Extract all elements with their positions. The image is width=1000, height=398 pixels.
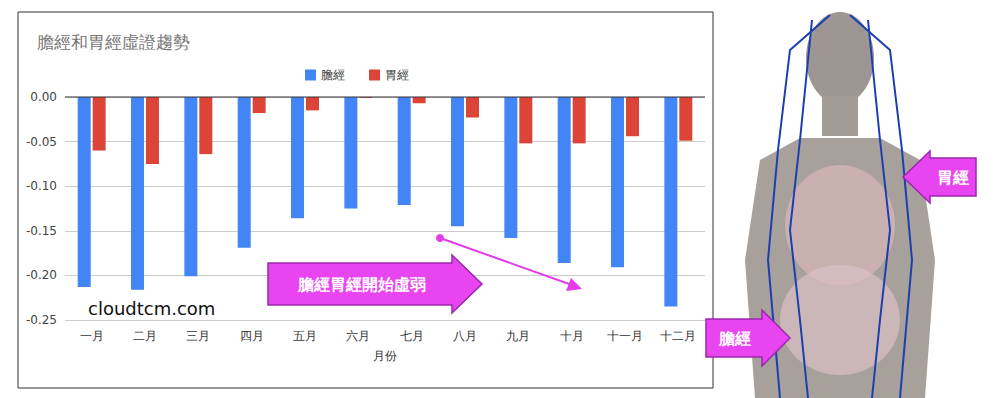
svg-text:四月: 四月 (240, 329, 264, 343)
svg-text:0.00: 0.00 (30, 90, 57, 104)
svg-text:七月: 七月 (400, 329, 424, 343)
svg-text:月份: 月份 (373, 349, 397, 363)
svg-text:六月: 六月 (346, 329, 370, 343)
svg-text:膽經: 膽經 (718, 329, 751, 348)
svg-text:三月: 三月 (186, 329, 210, 343)
svg-text:cloudtcm.com: cloudtcm.com (88, 298, 215, 319)
svg-text:-0.10: -0.10 (26, 179, 57, 193)
svg-text:十一月: 十一月 (607, 329, 643, 343)
svg-text:五月: 五月 (293, 329, 317, 343)
svg-text:二月: 二月 (133, 329, 157, 343)
svg-text:一月: 一月 (80, 329, 104, 343)
svg-text:八月: 八月 (453, 329, 477, 343)
svg-text:十二月: 十二月 (660, 329, 696, 343)
svg-text:膽經和胃經虛證趨勢: 膽經和胃經虛證趨勢 (37, 32, 190, 52)
svg-text:胃經: 胃經 (385, 68, 409, 82)
svg-text:-0.20: -0.20 (26, 268, 57, 282)
svg-text:-0.05: -0.05 (26, 135, 57, 149)
svg-text:-0.25: -0.25 (26, 313, 57, 327)
svg-text:九月: 九月 (506, 329, 530, 343)
svg-text:胃經: 胃經 (937, 168, 969, 187)
svg-text:十月: 十月 (560, 329, 584, 343)
svg-text:-0.15: -0.15 (26, 224, 57, 238)
svg-text:膽經胃經開始虛弱: 膽經胃經開始虛弱 (297, 275, 426, 294)
svg-text:膽經: 膽經 (321, 68, 345, 82)
